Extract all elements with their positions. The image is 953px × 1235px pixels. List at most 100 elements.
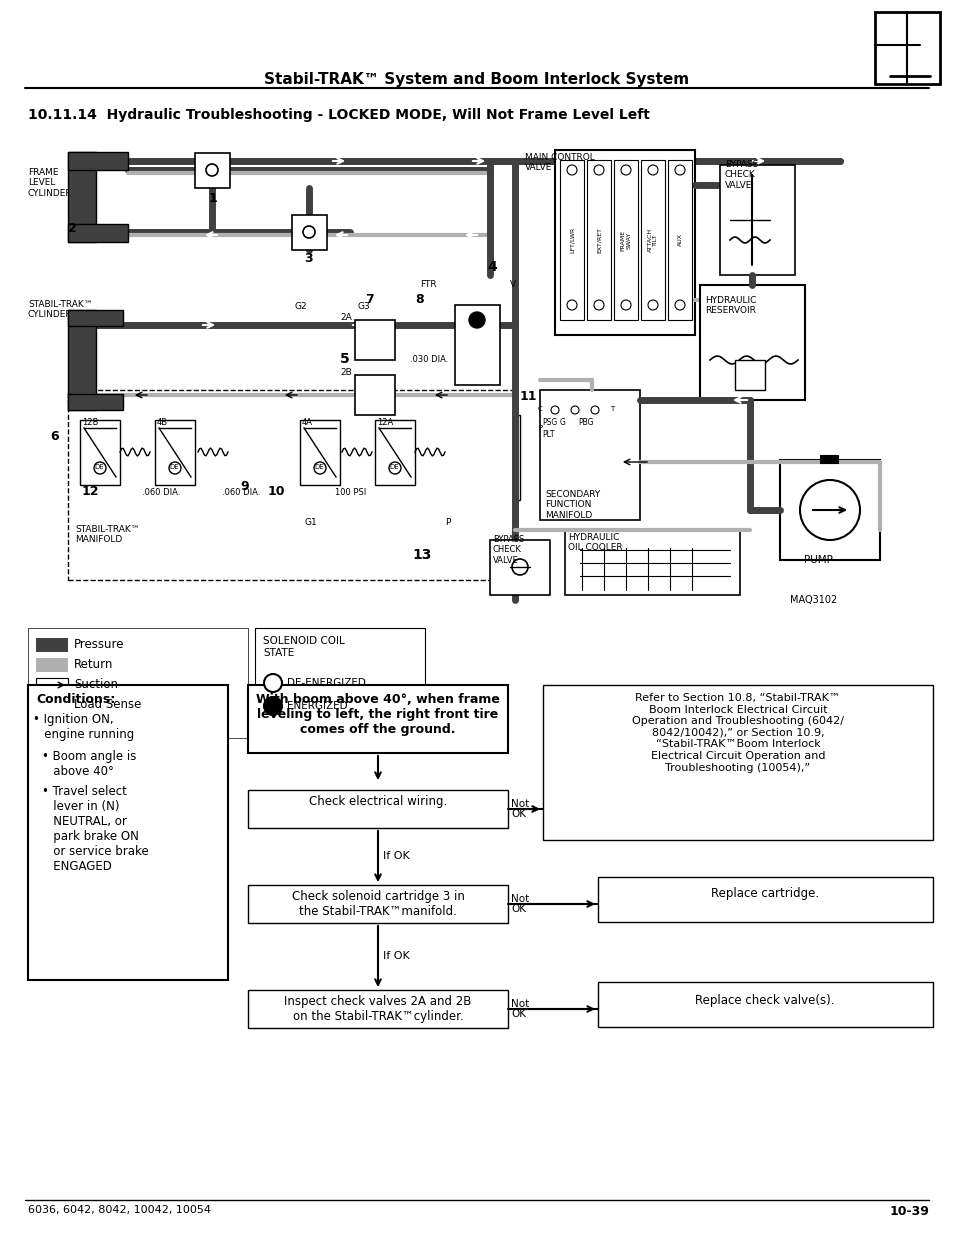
Bar: [539, 390, 639, 520]
Text: .060 DIA.: .060 DIA.: [142, 488, 180, 496]
Text: FRAME
SWAY: FRAME SWAY: [620, 230, 631, 251]
Text: PSG: PSG: [541, 417, 557, 427]
Text: DE: DE: [266, 676, 276, 684]
Bar: [355, 375, 395, 415]
Bar: [292, 215, 327, 249]
Text: DE: DE: [314, 464, 323, 471]
Bar: [586, 161, 610, 320]
Text: HYDRAULIC
OIL COOLER: HYDRAULIC OIL COOLER: [567, 534, 622, 552]
Bar: [68, 152, 96, 242]
Bar: [248, 685, 507, 753]
Bar: [355, 320, 395, 359]
Bar: [80, 420, 120, 485]
Text: DE: DE: [94, 464, 104, 471]
Text: Inspect check valves 2A and 2B
on the Stabil-TRAK™cylinder.: Inspect check valves 2A and 2B on the St…: [284, 995, 471, 1023]
Circle shape: [264, 697, 282, 715]
Text: 10-39: 10-39: [888, 1205, 928, 1218]
Text: SECONDARY
FUNCTION
MANIFOLD: SECONDARY FUNCTION MANIFOLD: [544, 490, 599, 520]
Text: .030 DIA.: .030 DIA.: [410, 354, 448, 364]
Text: ENERGIZED: ENERGIZED: [287, 701, 347, 711]
Bar: [68, 310, 123, 326]
Text: EXT/RET: EXT/RET: [596, 227, 601, 253]
Text: G3: G3: [357, 303, 371, 311]
Text: 2: 2: [68, 222, 76, 235]
Text: 12B: 12B: [82, 417, 98, 427]
Bar: [36, 678, 68, 692]
Text: ATTACH
TILT: ATTACH TILT: [647, 228, 658, 252]
Bar: [598, 982, 932, 1028]
Text: OK: OK: [511, 1009, 525, 1019]
Text: BYPASS
CHECK
VALVE: BYPASS CHECK VALVE: [724, 161, 758, 190]
Text: 10.11.14  Hydraulic Troubleshooting - LOCKED MODE, Will Not Frame Level Left: 10.11.14 Hydraulic Troubleshooting - LOC…: [28, 107, 649, 122]
Text: Not: Not: [511, 799, 529, 809]
Bar: [36, 658, 68, 672]
Bar: [559, 161, 583, 320]
Bar: [68, 390, 513, 580]
Text: G2: G2: [294, 303, 307, 311]
Text: HYDRAULIC
RESERVOIR: HYDRAULIC RESERVOIR: [704, 296, 756, 315]
Bar: [598, 877, 932, 923]
Bar: [564, 530, 740, 595]
Text: 7: 7: [365, 293, 374, 306]
Text: E: E: [269, 697, 274, 706]
Text: P: P: [537, 425, 541, 431]
Text: Return: Return: [74, 658, 113, 671]
Text: Not: Not: [511, 894, 529, 904]
Text: MAQ3102: MAQ3102: [789, 595, 837, 605]
Bar: [75, 415, 519, 500]
Text: PBG: PBG: [578, 417, 593, 427]
Text: Check solenoid cartridge 3 in
the Stabil-TRAK™manifold.: Check solenoid cartridge 3 in the Stabil…: [292, 890, 464, 918]
Text: LFT/LWR: LFT/LWR: [569, 227, 574, 253]
Bar: [68, 224, 128, 242]
Text: C: C: [537, 406, 542, 412]
Bar: [455, 305, 499, 385]
Text: STABIL-TRAK™
CYLINDER: STABIL-TRAK™ CYLINDER: [28, 300, 92, 320]
Bar: [36, 698, 68, 713]
Text: P: P: [444, 517, 450, 527]
Text: 3: 3: [304, 252, 313, 266]
Bar: [28, 629, 248, 739]
Text: • Boom angle is
   above 40°: • Boom angle is above 40°: [42, 750, 136, 778]
Bar: [375, 420, 415, 485]
Text: • Ignition ON,
   engine running: • Ignition ON, engine running: [33, 713, 134, 741]
Bar: [68, 152, 128, 170]
Text: 6: 6: [50, 430, 58, 443]
Text: 13: 13: [412, 548, 431, 562]
Text: STABIL-TRAK™
MANIFOLD: STABIL-TRAK™ MANIFOLD: [75, 525, 139, 545]
Text: 1: 1: [209, 191, 217, 205]
Circle shape: [264, 674, 282, 692]
Text: 10: 10: [268, 485, 285, 498]
Bar: [820, 454, 837, 463]
Bar: [248, 790, 507, 827]
Text: PUMP: PUMP: [802, 555, 832, 564]
Text: AUX: AUX: [677, 233, 681, 247]
Bar: [734, 359, 764, 390]
Text: Stabil-TRAK™ System and Boom Interlock System: Stabil-TRAK™ System and Boom Interlock S…: [264, 72, 689, 86]
Circle shape: [469, 312, 484, 329]
Text: DE: DE: [389, 464, 398, 471]
Text: If OK: If OK: [382, 851, 410, 861]
Text: FTR: FTR: [419, 280, 436, 289]
Text: .060 DIA.: .060 DIA.: [222, 488, 260, 496]
Bar: [614, 161, 638, 320]
Bar: [542, 685, 932, 840]
Text: Suction: Suction: [74, 678, 118, 692]
Text: PLT: PLT: [541, 430, 554, 438]
Bar: [667, 161, 691, 320]
Bar: [194, 153, 230, 188]
Text: 12A: 12A: [376, 417, 393, 427]
Bar: [248, 885, 507, 923]
Text: 2B: 2B: [339, 368, 352, 377]
Bar: [154, 420, 194, 485]
Text: 4: 4: [486, 261, 497, 274]
Bar: [640, 161, 664, 320]
Text: WO: WO: [356, 385, 376, 395]
Text: SOLENOID COIL
STATE: SOLENOID COIL STATE: [263, 636, 344, 657]
Text: 11: 11: [519, 390, 537, 403]
Text: DE: DE: [169, 464, 178, 471]
Text: Conditions:: Conditions:: [36, 693, 115, 706]
Text: Pressure: Pressure: [74, 638, 125, 651]
Text: G: G: [559, 417, 565, 427]
Bar: [248, 990, 507, 1028]
Text: 8: 8: [415, 293, 423, 306]
